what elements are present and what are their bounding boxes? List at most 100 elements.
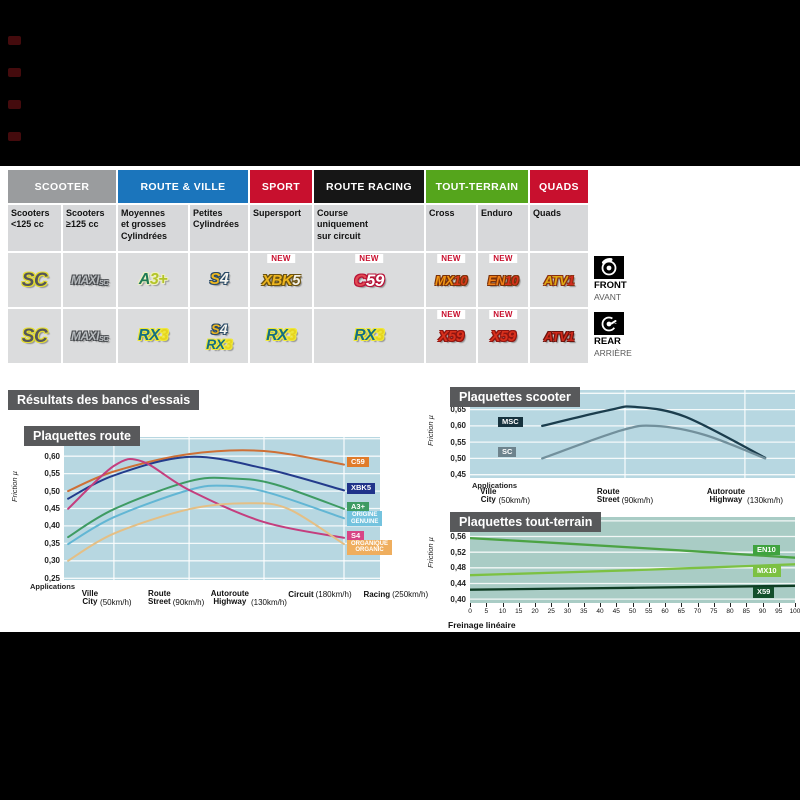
x-tick-label: 20	[531, 608, 539, 615]
y-axis-label: Friction µ	[426, 415, 435, 446]
x-tick-label: 30	[563, 608, 572, 615]
product-logo-atv1r: ATV1	[543, 328, 575, 344]
product-logo-maxisc: MAXISC	[71, 328, 109, 343]
new-badge: NEW	[267, 254, 295, 263]
product-logo-c59: C59	[354, 270, 384, 290]
series-line-msc	[541, 405, 767, 459]
product-logo-sc: SC	[21, 269, 48, 291]
x-tick-mark	[795, 603, 796, 607]
x-tick-label: 70	[693, 608, 702, 615]
legend-msc: MSC	[498, 416, 523, 427]
chart-title-toutterrain: Plaquettes tout-terrain	[450, 512, 602, 532]
x-tick-label: 25	[547, 608, 555, 615]
product-cell-front: MAXISC	[63, 253, 116, 307]
x-tick-label: 15	[515, 608, 523, 615]
front-axle-indicator: FRONT AVANT	[594, 256, 640, 302]
subheader-cell: Supersport	[250, 205, 312, 251]
product-logo-a3plus: A3+	[138, 271, 168, 288]
x-tick-label: 80	[726, 608, 734, 615]
series-line-sc	[541, 424, 767, 460]
plot-area	[470, 390, 795, 478]
x-tick-label: 55	[645, 608, 653, 615]
group-header-sport: SPORT	[250, 170, 312, 203]
x-axis-note: Applications	[30, 582, 76, 591]
series-line-a3-	[67, 476, 345, 539]
series-line-xbk5	[67, 455, 345, 500]
product-cell-front: ATV1	[530, 253, 588, 307]
x-tick-mark	[730, 603, 731, 607]
product-logo-en10: EN10	[487, 272, 519, 288]
x-tick-mark	[778, 603, 780, 607]
x-category-label: Autoroute Highway (130km/h)	[210, 589, 287, 607]
x-tick-mark	[567, 603, 569, 607]
product-logo-x59: X59	[490, 327, 516, 345]
bottom-black-band	[0, 632, 800, 800]
x-tick-label: 100	[789, 608, 800, 615]
x-tick-label: 10	[498, 608, 507, 615]
x-tick-mark	[616, 603, 618, 607]
legend-organique-organic: ORGANIQUE ORGANIC	[347, 539, 393, 555]
rear-label-en: REAR	[594, 336, 621, 347]
subheader-cell: Petites Cylindrées	[190, 205, 248, 251]
subheader-cell: Cross	[426, 205, 476, 251]
x-tick-label: 50	[628, 608, 637, 615]
x-category-label: Racing (250km/h)	[363, 589, 429, 599]
product-cell-rear: ATV1	[530, 309, 588, 363]
legend-a3-: A3+	[347, 501, 369, 513]
product-logo-rx3: RX3	[354, 327, 384, 344]
x-tick-label: 85	[742, 608, 750, 615]
y-tick-label: 0,55	[450, 437, 466, 447]
new-badge: NEW	[437, 254, 465, 263]
product-logo-rx3: RX3	[266, 327, 296, 344]
y-tick-label: 0,35	[44, 538, 60, 548]
legend-s4: S4	[347, 530, 365, 542]
product-cell-rear: RX3	[250, 309, 312, 363]
red-mark	[8, 36, 21, 45]
x-tick-mark	[502, 603, 504, 607]
legend-c59: C59	[347, 456, 369, 468]
legend-mx10: MX10	[753, 566, 781, 577]
product-logo-s4: S4	[209, 271, 229, 288]
y-tick-label: 0,30	[44, 556, 60, 566]
new-badge: NEW	[489, 310, 517, 319]
x-category-label: Autoroute Highway (130km/h)	[706, 487, 784, 505]
product-cell-rear: NEW X59	[478, 309, 528, 363]
y-axis-label: Friction µ	[426, 537, 435, 568]
product-cell-front: NEW C59	[314, 253, 424, 307]
x-tick-mark	[632, 603, 634, 607]
product-cell-front: S4	[190, 253, 248, 307]
product-cell-front: A3+	[118, 253, 188, 307]
y-tick-label: 0,48	[450, 563, 466, 573]
series-line-mx10	[470, 563, 795, 577]
results-section-title: Résultats des bancs d'essais	[8, 390, 200, 410]
front-brake-disc-icon	[594, 256, 624, 279]
x-tick-mark	[486, 603, 488, 607]
y-tick-label: 0,60	[44, 451, 60, 461]
product-logo-rx3: RX3	[138, 327, 168, 344]
x-category-label: Route Street (90km/h)	[148, 589, 205, 607]
x-tick-label: 45	[612, 608, 620, 615]
x-tick-mark	[470, 603, 471, 607]
new-badge: NEW	[355, 254, 383, 263]
x-axis-title: Freinage linéaire	[448, 620, 516, 630]
chart-title-scooter: Plaquettes scooter	[450, 387, 580, 407]
y-tick-label: 0,40	[44, 521, 60, 531]
group-header-route-ville: ROUTE & VILLE	[118, 170, 248, 203]
series-line-organique-organic	[67, 502, 345, 562]
product-cell-front: NEW XBK5	[250, 253, 312, 307]
y-tick-label: 0,25	[44, 573, 60, 583]
y-tick-label: 0,65	[450, 405, 466, 415]
product-logo-xbk5: XBK5	[261, 271, 301, 289]
group-header-quads: QUADS	[530, 170, 588, 203]
x-tick-label: 95	[775, 608, 783, 615]
x-axis-note: Applications	[472, 481, 518, 490]
subheader-cell: Quads	[530, 205, 588, 251]
x-category-label: Ville City (50km/h)	[81, 589, 132, 607]
legend-sc: SC	[498, 447, 517, 458]
y-tick-label: 0,50	[44, 486, 60, 496]
legend-x59: X59	[753, 587, 775, 598]
product-logo-x59: X59	[438, 327, 464, 345]
red-mark	[8, 68, 21, 77]
product-logo-rx3: RX3	[206, 335, 232, 352]
